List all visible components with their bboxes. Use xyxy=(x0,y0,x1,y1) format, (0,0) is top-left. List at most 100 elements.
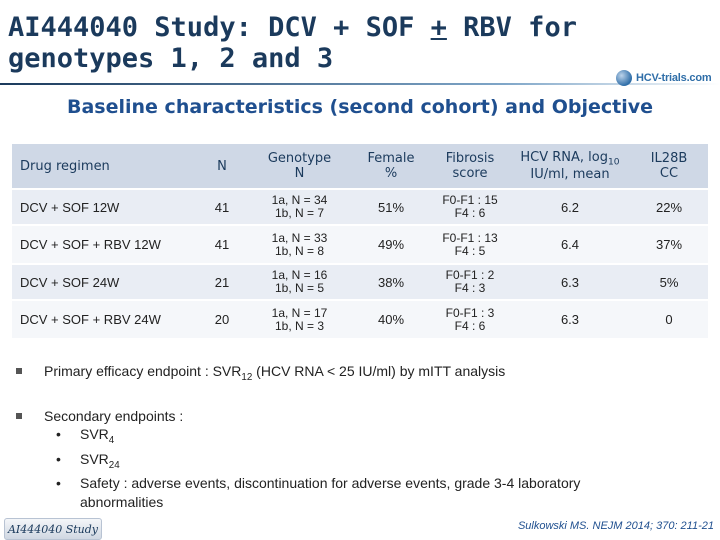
title-part1: AI444040 Study: DCV + SOF xyxy=(8,12,431,43)
cell-fibrosis-f0f1: F0-F1 : 15 xyxy=(442,193,498,207)
secondary-endpoints-block: Secondary endpoints : SVR4 SVR24 Safety … xyxy=(44,407,702,513)
cell-hcv-rna: 6.3 xyxy=(510,300,630,340)
cell-genotype-1a: 1a, N = 17 xyxy=(271,305,328,320)
cell-fibrosis-f0f1: F0-F1 : 2 xyxy=(445,268,495,282)
header-female-line2: % xyxy=(384,166,398,181)
cell-fibrosis-f4: F4 : 3 xyxy=(454,281,486,295)
secondary-endpoints-list: SVR4 SVR24 Safety : adverse events, disc… xyxy=(44,425,702,494)
cell-female: 38% xyxy=(352,264,430,301)
header-genotype-line2: N xyxy=(294,166,305,181)
primary-endpoint-sub: 12 xyxy=(241,371,253,383)
cell-il28b: 5% xyxy=(630,264,708,301)
cell-fibrosis-f4: F4 : 5 xyxy=(454,243,486,258)
cell-drug: DCV + SOF 12W xyxy=(12,189,197,226)
table-header-row: Drug regimen N Genotype N Female% Fibrosi… xyxy=(12,144,708,190)
title-line2: genotypes 1, 2 and 3 xyxy=(8,43,334,74)
secondary-endpoints-bullet: Secondary endpoints : SVR4 SVR24 Safety … xyxy=(12,407,702,513)
cell-il28b: 37% xyxy=(630,225,708,265)
cell-fibrosis: F0-F1 : 2 F4 : 3 xyxy=(430,264,510,301)
table-row: DCV + SOF 24W 21 1a, N = 16 1b, N = 5 38%… xyxy=(12,264,708,301)
table-row: DCV + SOF + RBV 24W 20 1a, N = 17 1b, N =… xyxy=(12,300,708,340)
svr4-text: SVR xyxy=(80,425,109,442)
header-drug-regimen: Drug regimen xyxy=(12,144,197,190)
header-fibrosis-line1: Fibrosis xyxy=(445,151,495,166)
logo-globe-icon xyxy=(616,70,632,86)
cell-fibrosis-f0f1: F0-F1 : 3 xyxy=(445,305,495,320)
header-il-line1: IL28B xyxy=(650,151,688,166)
cell-genotype-1b: 1b, N = 7 xyxy=(274,206,325,220)
study-tag: AI444040 Study xyxy=(4,518,102,540)
header-genotype-line1: Genotype xyxy=(267,151,332,166)
title-plus-minus: + xyxy=(430,12,447,43)
list-item: SVR24 xyxy=(44,450,702,475)
secondary-endpoints-heading: Secondary endpoints : xyxy=(44,407,184,424)
table-row: DCV + SOF + RBV 12W 41 1a, N = 33 1b, N =… xyxy=(12,225,708,265)
primary-endpoint-post: (HCV RNA < 25 IU/ml) by mITT analysis xyxy=(252,363,506,379)
cell-il28b: 0 xyxy=(630,300,708,340)
cell-fibrosis: F0-F1 : 3 F4 : 6 xyxy=(430,300,510,340)
cell-n: 41 xyxy=(197,189,247,226)
header-il28b: IL28B CC xyxy=(630,144,708,190)
cell-female: 40% xyxy=(352,300,430,340)
cell-fibrosis-f0f1: F0-F1 : 13 xyxy=(442,230,498,245)
svr4-sub: 4 xyxy=(108,434,115,446)
header-il-line2: CC xyxy=(659,166,679,181)
cell-il28b: 22% xyxy=(630,189,708,226)
slide-subtitle: Baseline characteristics (second cohort)… xyxy=(67,96,653,118)
square-bullet-icon xyxy=(16,412,22,419)
cell-n: 20 xyxy=(197,300,247,340)
primary-endpoint-text: Primary efficacy endpoint : SVR12 (HCV R… xyxy=(44,362,702,387)
cell-n: 41 xyxy=(197,225,247,265)
cell-fibrosis-f4: F4 : 6 xyxy=(454,206,486,220)
title-part2: RBV for xyxy=(446,12,577,43)
cell-genotype: 1a, N = 17 1b, N = 3 xyxy=(247,300,352,340)
title-divider xyxy=(0,83,720,85)
header-hcv-sub: 10 xyxy=(608,157,620,168)
slide-title: AI444040 Study: DCV + SOF + RBV for geno… xyxy=(8,12,608,74)
square-bullet-icon xyxy=(16,368,22,374)
cell-hcv-rna: 6.3 xyxy=(510,264,630,301)
cell-genotype: 1a, N = 33 1b, N = 8 xyxy=(247,225,352,265)
citation: Sulkowski MS. NEJM 2014; 370: 211-21 xyxy=(517,520,714,532)
cell-n: 21 xyxy=(197,264,247,301)
cell-genotype-1a: 1a, N = 34 xyxy=(271,193,328,207)
svr24-sub: 24 xyxy=(108,459,120,471)
cell-drug: DCV + SOF + RBV 24W xyxy=(12,300,197,340)
primary-endpoint-bullet: Primary efficacy endpoint : SVR12 (HCV R… xyxy=(12,362,702,387)
cell-drug: DCV + SOF + RBV 12W xyxy=(12,225,197,265)
header-genotype: Genotype N xyxy=(247,144,352,190)
header-hcv-line2: IU/ml, mean xyxy=(530,167,610,183)
safety-line1: Safety : adverse events, discontinuation… xyxy=(80,475,581,492)
cell-fibrosis: F0-F1 : 13 F4 : 5 xyxy=(430,225,510,265)
list-item: Safety : adverse events, discontinuation… xyxy=(44,474,702,493)
hcv-trials-logo: HCV-trials.com xyxy=(616,68,716,88)
endpoint-bullets: Primary efficacy endpoint : SVR12 (HCV R… xyxy=(12,362,702,512)
cell-genotype-1b: 1b, N = 5 xyxy=(274,281,325,295)
cell-hcv-rna: 6.2 xyxy=(510,189,630,226)
cell-drug: DCV + SOF 24W xyxy=(12,264,197,301)
cell-genotype-1b: 1b, N = 8 xyxy=(274,243,325,258)
logo-text: HCV-trials.com xyxy=(636,72,712,84)
cell-female: 51% xyxy=(352,189,430,226)
header-hcv-line1: HCV RNA, log xyxy=(520,149,609,165)
header-female: Female% xyxy=(352,144,430,190)
cell-genotype: 1a, N = 34 1b, N = 7 xyxy=(247,189,352,226)
cell-genotype-1a: 1a, N = 16 xyxy=(271,268,328,282)
cell-female: 49% xyxy=(352,225,430,265)
cell-genotype-1b: 1b, N = 3 xyxy=(274,318,325,333)
cell-genotype: 1a, N = 16 1b, N = 5 xyxy=(247,264,352,301)
safety-line2: abnormalities xyxy=(80,494,164,511)
table-row: DCV + SOF 12W 41 1a, N = 34 1b, N = 7 51%… xyxy=(12,189,708,226)
baseline-characteristics-table: Drug regimen N Genotype N Female% Fibrosi… xyxy=(12,144,708,340)
header-fibrosis: Fibrosis score xyxy=(430,144,510,190)
svr24-text: SVR xyxy=(80,450,109,467)
cell-fibrosis: F0-F1 : 15 F4 : 6 xyxy=(430,189,510,226)
header-fibrosis-line2: score xyxy=(452,166,488,181)
cell-fibrosis-f4: F4 : 6 xyxy=(454,318,486,333)
header-hcv-rna: HCV RNA, log10 IU/ml, mean xyxy=(510,144,630,190)
cell-hcv-rna: 6.4 xyxy=(510,225,630,265)
list-item: SVR4 xyxy=(44,425,702,450)
cell-genotype-1a: 1a, N = 33 xyxy=(271,230,328,245)
header-female-line1: Female xyxy=(367,151,415,166)
primary-endpoint-pre: Primary efficacy endpoint : SVR xyxy=(44,363,242,379)
